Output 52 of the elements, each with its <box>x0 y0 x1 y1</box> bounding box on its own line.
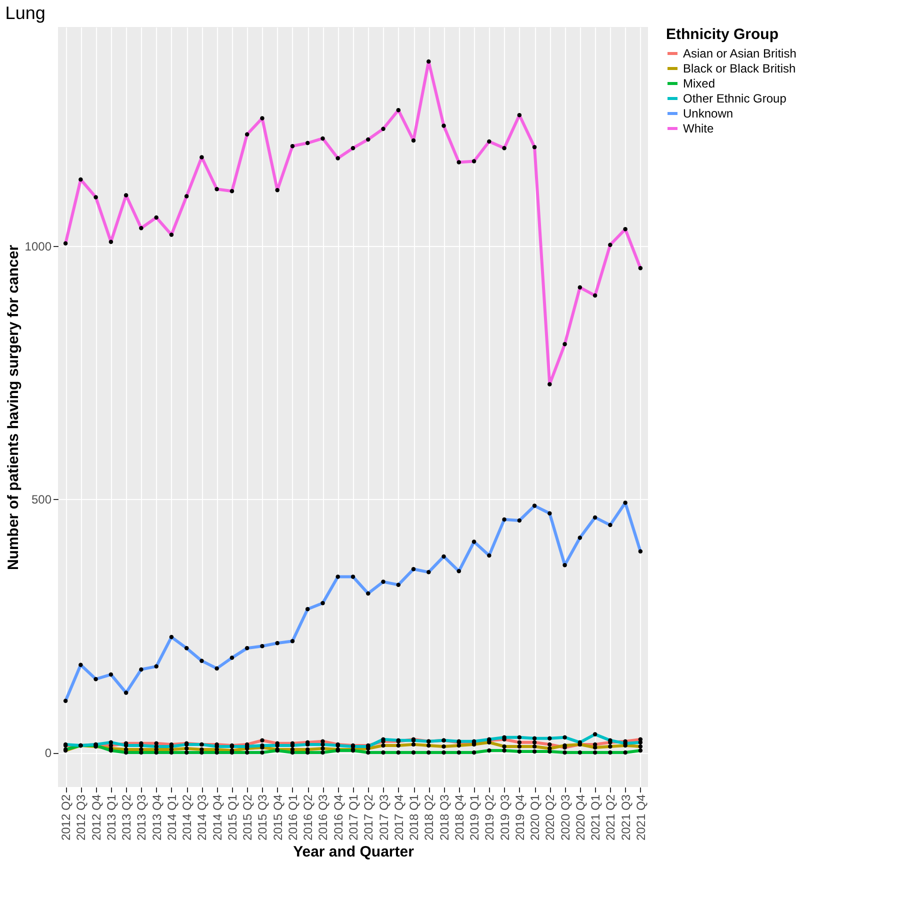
chart-title: Lung <box>5 3 46 23</box>
x-tick-label: 2019 Q1 <box>468 794 482 841</box>
legend-label: Asian or Asian British <box>683 46 796 60</box>
x-tick-label: 2018 Q1 <box>407 794 422 841</box>
x-tick-label: 2020 Q1 <box>528 794 542 841</box>
x-tick-label: 2018 Q2 <box>422 794 436 841</box>
legend-label: Unknown <box>683 106 734 120</box>
legend-label: Black or Black British <box>683 62 796 76</box>
x-tick-label: 2013 Q3 <box>134 794 149 841</box>
x-tick-label: 2016 Q3 <box>316 794 330 841</box>
x-tick-label: 2016 Q2 <box>301 794 316 841</box>
x-tick-label: 2014 Q1 <box>164 794 179 841</box>
x-tick-label: 2017 Q2 <box>362 794 376 841</box>
x-tick-label: 2017 Q1 <box>346 794 360 841</box>
y-tick-label: 1000 <box>24 239 52 254</box>
x-tick-label: 2021 Q3 <box>618 794 633 841</box>
x-tick-label: 2013 Q1 <box>104 794 118 841</box>
legend-label: Other Ethnic Group <box>683 92 787 106</box>
x-tick-label: 2021 Q4 <box>634 794 648 841</box>
x-tick-label: 2016 Q4 <box>331 794 346 841</box>
legend-label: Mixed <box>683 76 716 90</box>
x-tick-label: 2013 Q2 <box>120 794 134 841</box>
x-axis-title: Year and Quarter <box>293 844 414 861</box>
x-tick-label: 2016 Q1 <box>286 794 300 841</box>
x-tick-label: 2020 Q4 <box>573 794 588 841</box>
x-tick-label: 2019 Q2 <box>482 794 497 841</box>
x-tick-label: 2018 Q3 <box>437 794 452 841</box>
legend-title: Ethnicity Group <box>666 26 778 43</box>
x-tick-label: 2014 Q2 <box>180 794 194 841</box>
y-tick-label: 0 <box>44 746 52 760</box>
x-tick-label: 2018 Q4 <box>452 794 466 841</box>
x-tick-label: 2015 Q3 <box>256 794 270 841</box>
x-tick-label: 2012 Q4 <box>89 794 104 841</box>
x-tick-label: 2017 Q4 <box>392 794 406 841</box>
y-tick-label: 500 <box>31 492 52 507</box>
x-tick-label: 2017 Q3 <box>376 794 391 841</box>
y-axis-title: Number of patients having surgery for cancer <box>4 244 22 570</box>
x-tick-label: 2014 Q4 <box>210 794 224 841</box>
x-tick-label: 2012 Q3 <box>74 794 88 841</box>
x-tick-label: 2012 Q2 <box>59 794 74 841</box>
x-tick-label: 2019 Q4 <box>512 794 527 841</box>
x-tick-label: 2015 Q2 <box>240 794 255 841</box>
x-tick-label: 2021 Q1 <box>588 794 603 841</box>
x-tick-label: 2015 Q4 <box>270 794 285 841</box>
x-tick-label: 2019 Q3 <box>498 794 512 841</box>
x-tick-label: 2014 Q3 <box>195 794 210 841</box>
x-tick-label: 2021 Q2 <box>604 794 618 841</box>
x-tick-label: 2013 Q4 <box>150 794 164 841</box>
x-tick-label: 2020 Q3 <box>558 794 572 841</box>
x-tick-label: 2020 Q2 <box>543 794 558 841</box>
x-tick-label: 2015 Q1 <box>225 794 240 841</box>
legend-label: White <box>683 122 714 136</box>
